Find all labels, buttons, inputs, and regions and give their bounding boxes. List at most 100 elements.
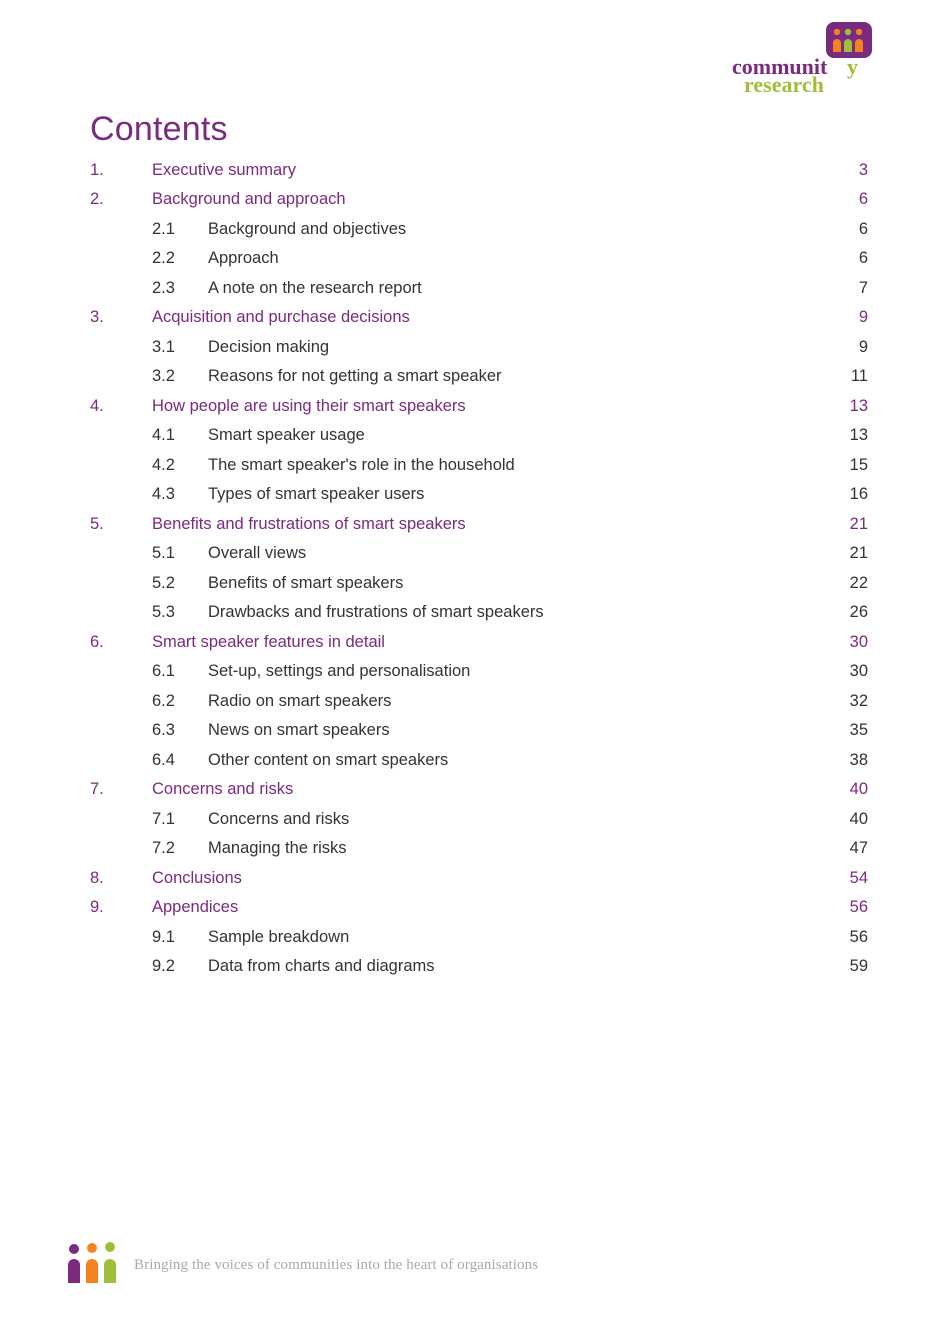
toc-subsection-number: 7.2	[152, 840, 208, 857]
toc-subsection-number: 2.2	[152, 250, 208, 267]
page-title: Contents	[90, 110, 868, 149]
toc-subsection-title: Set-up, settings and personalisation	[208, 663, 828, 680]
toc-subsection-page: 56	[828, 929, 868, 946]
toc-section-row[interactable]: 1.Executive summary3	[90, 155, 868, 185]
toc-subsection-number: 6.4	[152, 752, 208, 769]
toc-section-page: 30	[828, 634, 868, 651]
toc-subsection-row[interactable]: 6.4Other content on smart speakers38	[90, 745, 868, 775]
svg-text:y: y	[847, 54, 858, 79]
toc-subsection-title: Concerns and risks	[208, 811, 828, 828]
toc-subsection-row[interactable]: 5.2Benefits of smart speakers22	[90, 568, 868, 598]
toc-section-number: 9.	[90, 899, 152, 916]
toc-subsection-number: 4.3	[152, 486, 208, 503]
toc-subsection-row[interactable]: 7.2Managing the risks47	[90, 834, 868, 864]
toc-subsection-number: 2.1	[152, 221, 208, 238]
brand-logo: communit y research	[724, 22, 874, 94]
toc-section-page: 21	[828, 516, 868, 533]
toc-section-page: 54	[828, 870, 868, 887]
toc-subsection-number: 5.1	[152, 545, 208, 562]
toc-section-number: 8.	[90, 870, 152, 887]
toc-subsection-page: 15	[828, 457, 868, 474]
toc-subsection-row[interactable]: 2.3A note on the research report7	[90, 273, 868, 303]
toc-subsection-number: 5.2	[152, 575, 208, 592]
toc-subsection-title: Other content on smart speakers	[208, 752, 828, 769]
toc-subsection-number: 6.2	[152, 693, 208, 710]
toc-subsection-number: 3.1	[152, 339, 208, 356]
toc-subsection-number: 6.3	[152, 722, 208, 739]
toc-section-row[interactable]: 2.Background and approach6	[90, 185, 868, 215]
toc-subsection-page: 9	[828, 339, 868, 356]
toc-subsection-title: The smart speaker's role in the househol…	[208, 457, 828, 474]
toc-subsection-row[interactable]: 2.2Approach6	[90, 244, 868, 274]
toc-section-title: Appendices	[152, 899, 828, 916]
toc-subsection-page: 11	[828, 368, 868, 385]
toc-section-title: Executive summary	[152, 162, 828, 179]
toc-section-title: Conclusions	[152, 870, 828, 887]
toc-section-title: Benefits and frustrations of smart speak…	[152, 516, 828, 533]
toc-subsection-page: 16	[828, 486, 868, 503]
toc-subsection-row[interactable]: 4.1Smart speaker usage13	[90, 421, 868, 451]
toc-subsection-number: 2.3	[152, 280, 208, 297]
toc-subsection-title: Decision making	[208, 339, 828, 356]
toc-subsection-row[interactable]: 3.1Decision making9	[90, 332, 868, 362]
document-page: communit y research Contents 1.Executive…	[0, 0, 950, 1344]
toc-subsection-row[interactable]: 9.2Data from charts and diagrams59	[90, 952, 868, 982]
toc-subsection-title: Background and objectives	[208, 221, 828, 238]
toc-subsection-title: Types of smart speaker users	[208, 486, 828, 503]
toc-subsection-page: 32	[828, 693, 868, 710]
toc-subsection-page: 6	[828, 221, 868, 238]
toc-subsection-page: 30	[828, 663, 868, 680]
toc-subsection-page: 47	[828, 840, 868, 857]
toc-section-page: 40	[828, 781, 868, 798]
toc-subsection-page: 59	[828, 958, 868, 975]
toc-subsection-page: 38	[828, 752, 868, 769]
toc-subsection-page: 6	[828, 250, 868, 267]
page-footer: Bringing the voices of communities into …	[64, 1241, 874, 1290]
toc-section-title: Acquisition and purchase decisions	[152, 309, 828, 326]
toc-section-number: 6.	[90, 634, 152, 651]
toc-subsection-number: 4.1	[152, 427, 208, 444]
toc-section-number: 7.	[90, 781, 152, 798]
toc-subsection-row[interactable]: 5.1Overall views21	[90, 539, 868, 569]
toc-subsection-title: Approach	[208, 250, 828, 267]
toc-subsection-row[interactable]: 5.3Drawbacks and frustrations of smart s…	[90, 598, 868, 628]
toc-section-row[interactable]: 7.Concerns and risks40	[90, 775, 868, 805]
toc-section-row[interactable]: 4.How people are using their smart speak…	[90, 391, 868, 421]
toc-subsection-title: Smart speaker usage	[208, 427, 828, 444]
toc-subsection-row[interactable]: 7.1Concerns and risks40	[90, 804, 868, 834]
toc-subsection-page: 22	[828, 575, 868, 592]
toc-subsection-row[interactable]: 2.1Background and objectives6	[90, 214, 868, 244]
toc-subsection-row[interactable]: 6.1Set-up, settings and personalisation3…	[90, 657, 868, 687]
toc-subsection-row[interactable]: 6.3News on smart speakers35	[90, 716, 868, 746]
toc-subsection-row[interactable]: 6.2Radio on smart speakers32	[90, 686, 868, 716]
svg-text:research: research	[744, 72, 824, 94]
people-icon	[64, 1241, 120, 1290]
toc-subsection-number: 9.1	[152, 929, 208, 946]
toc-subsection-title: A note on the research report	[208, 280, 828, 297]
toc-subsection-page: 40	[828, 811, 868, 828]
toc-subsection-row[interactable]: 4.3Types of smart speaker users16	[90, 480, 868, 510]
toc-subsection-number: 4.2	[152, 457, 208, 474]
toc-section-row[interactable]: 8.Conclusions54	[90, 863, 868, 893]
toc-subsection-page: 7	[828, 280, 868, 297]
toc-subsection-row[interactable]: 3.2Reasons for not getting a smart speak…	[90, 362, 868, 392]
toc-subsection-row[interactable]: 9.1Sample breakdown56	[90, 922, 868, 952]
toc-subsection-title: News on smart speakers	[208, 722, 828, 739]
toc-subsection-title: Managing the risks	[208, 840, 828, 857]
toc-subsection-page: 26	[828, 604, 868, 621]
toc-subsection-number: 7.1	[152, 811, 208, 828]
toc-subsection-page: 35	[828, 722, 868, 739]
toc-subsection-row[interactable]: 4.2The smart speaker's role in the house…	[90, 450, 868, 480]
toc-section-row[interactable]: 5.Benefits and frustrations of smart spe…	[90, 509, 868, 539]
toc-section-page: 6	[828, 191, 868, 208]
toc-subsection-page: 13	[828, 427, 868, 444]
community-research-logo-icon: communit y research	[724, 22, 874, 94]
toc-section-row[interactable]: 3.Acquisition and purchase decisions9	[90, 303, 868, 333]
toc-subsection-number: 3.2	[152, 368, 208, 385]
toc-subsection-title: Data from charts and diagrams	[208, 958, 828, 975]
toc-section-row[interactable]: 9.Appendices56	[90, 893, 868, 923]
toc-subsection-number: 5.3	[152, 604, 208, 621]
toc-subsection-page: 21	[828, 545, 868, 562]
toc-section-row[interactable]: 6.Smart speaker features in detail30	[90, 627, 868, 657]
toc-section-title: Concerns and risks	[152, 781, 828, 798]
